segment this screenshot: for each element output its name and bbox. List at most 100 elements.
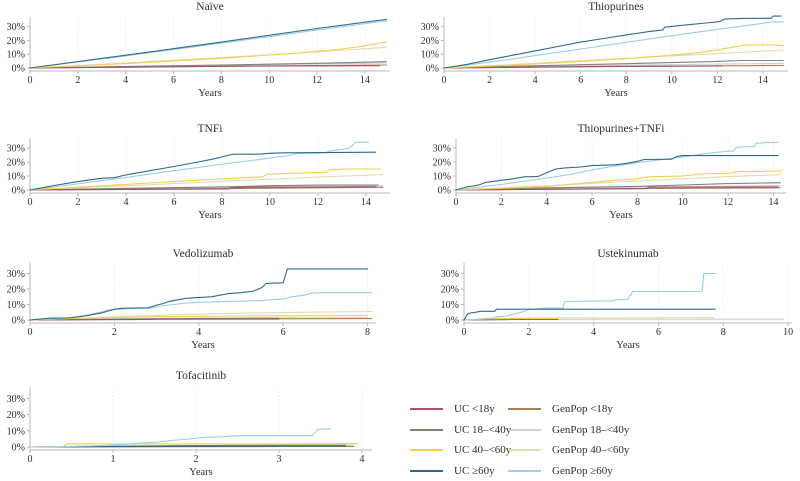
x-tick-label: 4 <box>124 197 129 208</box>
x-tick-label: 2 <box>112 327 117 338</box>
y-tick-label: 30% <box>433 144 451 155</box>
y-tick-label: 20% <box>7 285 25 296</box>
axis-label-years: Years <box>191 340 214 351</box>
legend-swatch-genpop-ge60 <box>508 469 541 472</box>
x-tick-label: 12 <box>312 75 322 86</box>
x-tick-label: 4 <box>123 75 128 86</box>
x-tick-label: 14 <box>758 75 768 86</box>
chart-na-ve: 0% 10% 20% 30% 0 2 4 6 8 10 12 14 Years Naïve <box>7 1 390 99</box>
x-tick-label: 6 <box>281 327 286 338</box>
legend-label: UC <18y <box>454 403 495 416</box>
legend-item: GenPop <18y <box>508 399 629 420</box>
panel-thiopurines: 0% 10% 20% 30% 0 2 4 6 8 10 12 14 Years Thiopurines <box>400 0 800 120</box>
x-tick-label: 10 <box>678 197 688 208</box>
legend-swatch-uc-18-40 <box>410 428 443 431</box>
panel-tofacitinib: 0% 10% 20% 30% 0 1 2 3 4 Years Tofacitinib <box>0 365 400 481</box>
series-line-uc18 <box>29 318 280 321</box>
x-tick-label: 6 <box>578 75 583 86</box>
x-tick-label: 10 <box>264 75 274 86</box>
x-tick-label: 6 <box>656 327 661 338</box>
legend-label: UC ≥60y <box>454 464 495 477</box>
series-line-uc60 <box>29 151 377 191</box>
legend-label: UC 40–<60y <box>454 444 512 457</box>
series-line-uc4060 <box>29 314 369 321</box>
panel-title: Vedolizumab <box>173 248 234 260</box>
legend-swatch-genpop-lt18 <box>508 408 541 411</box>
y-tick-label: 0% <box>426 64 439 75</box>
x-tick-label: 0 <box>442 75 447 86</box>
legend-item: GenPop ≥60y <box>508 461 629 481</box>
series-line-uc60 <box>29 268 369 321</box>
x-tick-label: 12 <box>723 197 733 208</box>
series-line-uc60 <box>463 308 716 321</box>
panel-title: Tofacitinib <box>176 370 227 382</box>
y-tick-label: 30% <box>441 269 459 280</box>
y-tick-label: 0% <box>12 186 25 197</box>
y-tick-label: 30% <box>7 22 25 33</box>
panel-title: Thiopurines <box>588 1 644 13</box>
x-tick-label: 2 <box>487 75 492 86</box>
legend-item: GenPop 18–<40y <box>508 420 629 441</box>
x-tick-label: 14 <box>360 75 370 86</box>
legend-swatch-uc-lt18 <box>410 408 443 411</box>
x-tick-label: 1 <box>111 454 116 465</box>
legend-label: GenPop <18y <box>552 403 613 416</box>
y-tick-label: 10% <box>421 50 439 61</box>
chart-tnfi: 0% 10% 20% 30% 0 2 4 6 8 10 12 14 Years TNFi <box>7 123 390 221</box>
legend-swatch-genpop-40-60 <box>508 449 541 452</box>
panel-tnfi: 0% 10% 20% 30% 0 2 4 6 8 10 12 14 Years TNFi <box>0 120 400 240</box>
chart-thiopurines: 0% 10% 20% 30% 0 2 4 6 8 10 12 14 Years Thiopurines <box>421 1 788 99</box>
series-line-uc4060 <box>29 168 381 191</box>
x-tick-label: 0 <box>462 327 467 338</box>
y-tick-label: 10% <box>7 426 25 437</box>
y-tick-label: 20% <box>7 410 25 421</box>
panel-title: Thiopurines+TNFi <box>578 123 665 135</box>
axis-label-years: Years <box>198 210 221 221</box>
chart-thiopurines-tnfi: 0% 10% 20% 30% 0 2 4 6 8 10 12 14 Years Thiopurines+T… <box>433 123 786 221</box>
axis-label-years: Years <box>616 340 639 351</box>
x-tick-label: 8 <box>635 197 640 208</box>
legend-label: GenPop ≥60y <box>552 464 613 477</box>
axis-label-years: Years <box>604 88 627 99</box>
y-tick-label: 20% <box>7 158 25 169</box>
series-line-uc60 <box>443 15 782 69</box>
x-tick-label: 6 <box>172 197 177 208</box>
axis-label-years: Years <box>609 210 632 221</box>
legend: UC <18y UC 18–<40y UC 40–<60y UC ≥60y Ge… <box>400 365 800 481</box>
y-tick-label: 0% <box>12 64 25 75</box>
y-tick-label: 10% <box>7 50 25 61</box>
legend-swatch-genpop-18-40 <box>508 428 541 431</box>
series-line-uc1840 <box>29 184 379 191</box>
series-line-uc1840 <box>29 61 387 69</box>
y-tick-label: 30% <box>7 269 25 280</box>
x-tick-label: 2 <box>76 197 81 208</box>
x-tick-label: 8 <box>219 75 224 86</box>
x-tick-label: 10 <box>667 75 677 86</box>
legend-item: UC ≥60y <box>410 461 508 481</box>
series-line-uc60 <box>455 155 779 191</box>
x-tick-label: 4 <box>533 75 538 86</box>
x-tick-label: 8 <box>624 75 629 86</box>
y-tick-label: 20% <box>421 36 439 47</box>
x-tick-label: 0 <box>28 197 33 208</box>
series-line-gp60 <box>29 141 369 191</box>
legend-label: GenPop 40–<60y <box>552 444 630 457</box>
legend-item: UC 18–<40y <box>410 420 511 441</box>
series-line-uc18 <box>29 186 377 191</box>
y-tick-label: 10% <box>7 300 25 311</box>
x-tick-label: 8 <box>365 327 370 338</box>
series-line-uc18 <box>443 65 723 69</box>
x-tick-label: 6 <box>590 197 595 208</box>
y-tick-label: 0% <box>438 186 451 197</box>
series-line-uc18 <box>455 186 779 191</box>
x-tick-label: 14 <box>769 197 779 208</box>
legend-label: GenPop 18–<40y <box>552 423 630 436</box>
series-line-gp60 <box>463 272 716 321</box>
y-tick-label: 0% <box>12 316 25 327</box>
series-line-uc60 <box>29 18 387 69</box>
series-line-uc1840 <box>443 59 784 69</box>
series-line-uc18 <box>29 65 380 69</box>
x-tick-label: 2 <box>499 197 504 208</box>
chart-ustekinumab: 0% 10% 20% 30% 0 2 4 6 8 10 Years Ustekinumab <box>441 248 793 351</box>
